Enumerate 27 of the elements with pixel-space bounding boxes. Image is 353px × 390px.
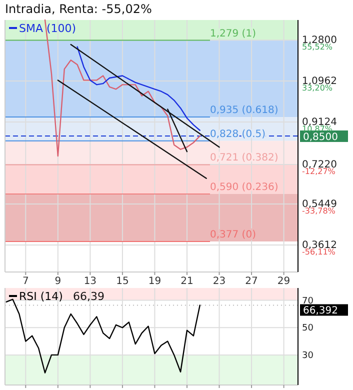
x-tick-label: 27 bbox=[245, 276, 258, 287]
x-tick-label: 13 bbox=[84, 276, 97, 287]
legend-label: RSI (14) bbox=[19, 290, 63, 303]
ref-line-label: 66,392 bbox=[303, 306, 338, 317]
ref-line-label: 0,935 (0.618) bbox=[210, 105, 278, 116]
x-tick-label: 23 bbox=[212, 276, 226, 287]
x-tick-label: 7 bbox=[22, 276, 29, 287]
x-tick-label: 9 bbox=[54, 276, 62, 287]
y2-tick-label: 55,52% bbox=[302, 42, 333, 52]
ref-line-label: 0,590 (0.236) bbox=[210, 182, 278, 193]
ref-line-label: 1,279 (1) bbox=[210, 28, 256, 40]
y-tick-label: 30 bbox=[302, 350, 314, 361]
ref-line-label: 0,377 (0) bbox=[210, 229, 256, 240]
ref-line-label: 0,8500 bbox=[303, 132, 338, 143]
legend-label: SMA (100) bbox=[19, 22, 76, 35]
annotation: 66,39 bbox=[73, 290, 104, 303]
y2-tick-label: -12,27% bbox=[302, 166, 336, 176]
x-tick-label: 29 bbox=[277, 276, 290, 287]
y2-tick-label: 33,20% bbox=[302, 84, 333, 93]
chart-title: Intradia, Renta: -55,02% bbox=[5, 2, 152, 16]
y2-tick-label: -33,78% bbox=[302, 206, 336, 216]
y-tick-label: 70 bbox=[302, 296, 314, 306]
x-tick-label: 21 bbox=[180, 276, 194, 287]
x-tick-label: 19 bbox=[148, 276, 162, 287]
x-tick-label: 15 bbox=[116, 276, 129, 287]
ref-line-label: 0,721 (0.382) bbox=[210, 152, 278, 164]
y-tick-label: 50 bbox=[302, 324, 314, 334]
